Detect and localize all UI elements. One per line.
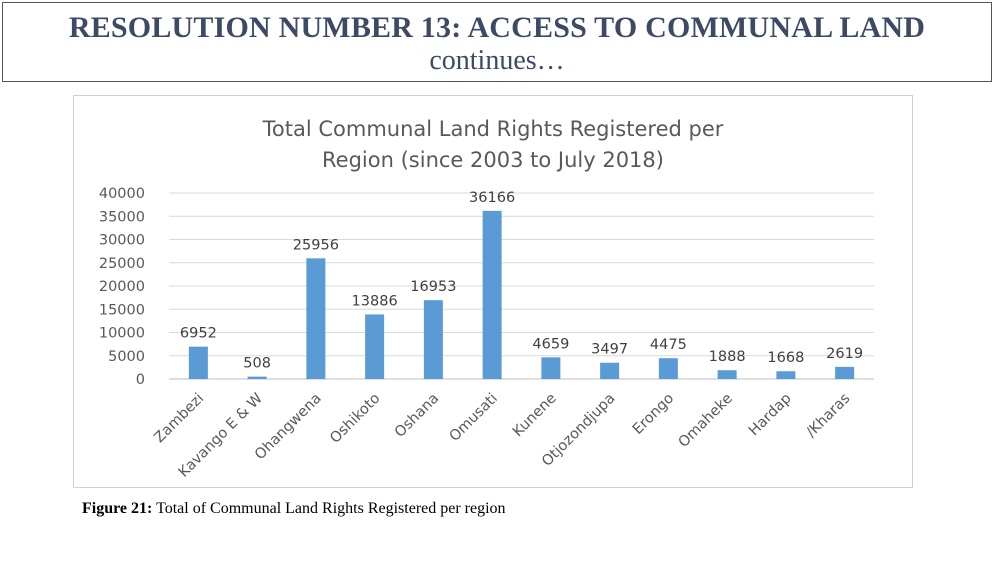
data-label: 4475	[650, 337, 687, 353]
figure-caption-text: Total of Communal Land Rights Registered…	[152, 500, 506, 517]
slide-subtitle: continues…	[429, 45, 565, 76]
y-tick-label: 40000	[99, 186, 145, 202]
y-tick-label: 0	[136, 372, 145, 388]
chart-title-line-2: Region (since 2003 to July 2018)	[322, 148, 664, 172]
bar	[541, 357, 561, 379]
category-label: Omaheke	[676, 390, 736, 450]
bar	[600, 362, 620, 379]
bar	[658, 358, 678, 379]
slide-title: RESOLUTION NUMBER 13: ACCESS TO COMMUNAL…	[68, 11, 926, 44]
bar	[776, 371, 796, 379]
category-label: Omusati	[447, 391, 501, 445]
y-tick-label: 10000	[99, 326, 145, 342]
category-label: Zambezi	[152, 391, 208, 447]
data-label: 508	[243, 356, 271, 372]
y-tick-label: 15000	[99, 302, 145, 318]
y-tick-label: 25000	[99, 256, 145, 272]
chart-frame: Total Communal Land Rights Registered pe…	[73, 95, 913, 488]
bar	[482, 210, 502, 379]
data-label: 1668	[767, 350, 804, 366]
bar	[835, 366, 855, 379]
data-label: 3497	[591, 342, 628, 358]
category-label: /Kharas	[803, 391, 853, 441]
bar	[306, 258, 326, 379]
category-label: Kunene	[510, 390, 560, 440]
category-label: Erongo	[630, 390, 677, 437]
bar	[188, 346, 208, 379]
category-label: Oshikoto	[327, 390, 383, 446]
y-axis: 0 5000 10000 15000 20000 25000 30000 35000 40000	[99, 186, 145, 388]
bar-chart: Total Communal Land Rights Registered pe…	[99, 117, 874, 481]
data-labels: 6952 508 25956 13886 16953 36166 4659 3497 4475 1…	[180, 190, 863, 372]
y-tick-label: 20000	[99, 279, 145, 295]
data-label: 1888	[709, 349, 746, 365]
data-label: 13886	[352, 293, 398, 309]
bar	[247, 376, 267, 379]
bars	[188, 210, 855, 379]
y-tick-label: 30000	[99, 233, 145, 249]
chart-title-line-1: Total Communal Land Rights Registered pe…	[262, 117, 724, 141]
figure-caption-label: Figure 21:	[82, 500, 153, 517]
data-label: 2619	[826, 346, 863, 362]
category-label: Oshana	[392, 391, 442, 441]
y-tick-label: 5000	[108, 349, 145, 365]
bar	[423, 300, 443, 379]
y-tick-label: 35000	[99, 209, 145, 225]
data-label: 6952	[180, 326, 217, 342]
data-label: 16953	[410, 279, 456, 295]
gridlines	[169, 192, 874, 380]
bar	[717, 370, 737, 379]
data-label: 36166	[469, 190, 515, 206]
bar	[365, 314, 385, 379]
slide-header: RESOLUTION NUMBER 13: ACCESS TO COMMUNAL…	[2, 2, 992, 82]
data-label: 4659	[532, 336, 569, 352]
data-label: 25956	[293, 237, 339, 253]
figure-caption: Figure 21: Total of Communal Land Rights…	[82, 500, 506, 518]
category-label: Hardap	[746, 391, 795, 440]
